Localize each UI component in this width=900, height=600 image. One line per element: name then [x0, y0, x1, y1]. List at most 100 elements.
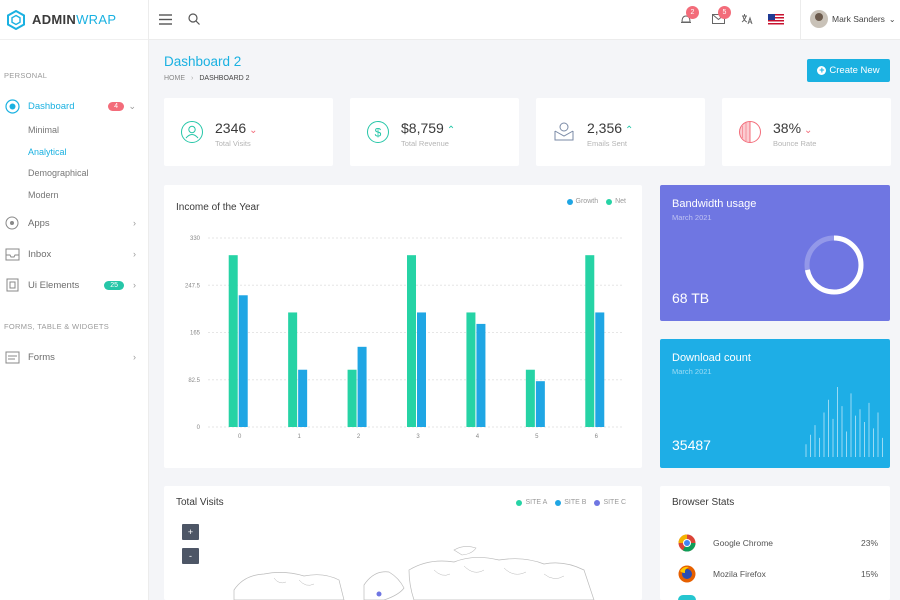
mail-count: 5	[718, 6, 731, 19]
bandwidth-value: 68 TB	[672, 290, 710, 306]
world-map[interactable]	[214, 530, 634, 600]
total-visits-card: Total Visits SITE A SITE B SITE C + -	[164, 486, 642, 600]
chevron-right-icon: ›	[133, 352, 136, 362]
bar-growth-3[interactable]	[407, 255, 416, 427]
income-chart-title: Income of the Year	[176, 202, 260, 213]
browser-row-chrome: Google Chrome 23%	[678, 533, 878, 553]
ui-elements-icon	[4, 277, 20, 293]
stat-card-emails: 2,356 ⌃ Emails Sent	[536, 98, 705, 166]
bar-growth-6[interactable]	[585, 255, 595, 427]
total-visits-title: Total Visits	[176, 497, 224, 508]
legend-item-site-a[interactable]: SITE A	[516, 499, 547, 506]
chevron-right-icon: ›	[133, 249, 136, 259]
topbar-divider	[800, 0, 801, 40]
email-icon	[554, 122, 574, 141]
zoom-in-button[interactable]: +	[182, 524, 199, 540]
sidebar-item-label: Ui Elements	[28, 279, 80, 291]
sidebar-subitem-analytical[interactable]: Analytical	[28, 147, 67, 157]
legend-item-growth[interactable]: Growth	[566, 198, 598, 205]
dollar-icon: $	[367, 121, 389, 143]
bar-growth-4[interactable]	[466, 312, 476, 427]
breadcrumb-chevron-icon: ›	[191, 75, 194, 82]
bar-net-0[interactable]	[238, 295, 248, 427]
browser-percent: 15%	[860, 569, 878, 579]
user-icon	[181, 121, 203, 143]
stat-label: Total Visits	[215, 139, 251, 148]
sidebar-item-apps[interactable]: Apps ›	[4, 214, 144, 232]
download-sparkline	[805, 387, 883, 457]
topbar: 2 5 Mark Sanders ⌄	[149, 0, 900, 40]
y-tick-label: 82.5	[188, 378, 200, 384]
stat-value: $8,759 ⌃	[401, 120, 456, 136]
translate-icon[interactable]	[739, 11, 755, 27]
stat-card-bounce: 38% ⌄ Bounce Rate	[722, 98, 891, 166]
sidebar-item-inbox[interactable]: Inbox ›	[4, 245, 144, 263]
inbox-icon	[4, 246, 20, 262]
bar-growth-2[interactable]	[347, 369, 357, 427]
x-tick-label: 0	[238, 434, 242, 440]
sidebar-item-dashboard[interactable]: Dashboard 4 ⌄	[4, 97, 144, 115]
sidebar-item-label: Dashboard	[28, 100, 75, 112]
x-tick-label: 1	[297, 434, 301, 440]
bar-net-4[interactable]	[476, 323, 486, 427]
browser-name: Google Chrome	[713, 538, 774, 548]
create-new-button[interactable]: + Create New	[807, 59, 890, 82]
brand-logo[interactable]: ADMINWRAP	[0, 0, 148, 40]
chevron-down-icon: ⌄	[888, 14, 896, 24]
sidebar-subitem-demographical[interactable]: Demographical	[28, 168, 89, 178]
us-flag-icon[interactable]	[768, 11, 784, 27]
user-menu[interactable]: Mark Sanders ⌄	[810, 10, 896, 28]
bar-net-2[interactable]	[357, 346, 367, 427]
browser-row-firefox: Mozila Firefox 15%	[678, 564, 878, 584]
income-chart-card: Income of the Year Growth Net 0 82.5 165 24…	[164, 185, 642, 468]
legend-item-site-b[interactable]: SITE B	[555, 499, 586, 506]
bandwidth-card: Bandwidth usage March 2021 68 TB	[660, 185, 890, 321]
bar-growth-5[interactable]	[525, 369, 535, 427]
x-tick-label: 3	[416, 434, 420, 440]
y-tick-label: 330	[190, 236, 201, 242]
sidebar-item-forms[interactable]: Forms ›	[4, 348, 144, 366]
y-tick-label: 0	[197, 425, 201, 431]
browser-name: Mozila Firefox	[713, 569, 766, 579]
sidebar-item-label: Inbox	[28, 248, 52, 260]
brand-name: ADMINWRAP	[32, 12, 117, 27]
legend-item-net[interactable]: Net	[606, 198, 626, 205]
notification-bell-icon[interactable]: 2	[678, 6, 699, 27]
plus-circle-icon: +	[817, 65, 827, 75]
apps-icon	[4, 215, 20, 231]
breadcrumb-home[interactable]: HOME	[164, 75, 185, 82]
stat-card-visits: 2346 ⌄ Total Visits	[164, 98, 333, 166]
bar-growth-1[interactable]	[288, 312, 298, 427]
forms-icon	[4, 349, 20, 365]
breadcrumb-current: DASHBOARD 2	[199, 75, 250, 82]
sidebar-item-label: Apps	[28, 217, 50, 229]
trend-down-icon: ⌄	[249, 125, 258, 136]
sidebar-subitem-minimal[interactable]: Minimal	[28, 125, 60, 135]
bar-net-6[interactable]	[595, 312, 605, 427]
bandwidth-subtitle: March 2021	[672, 213, 712, 222]
bar-net-1[interactable]	[298, 369, 308, 427]
firefox-icon	[678, 565, 696, 583]
mail-icon[interactable]: 5	[710, 6, 731, 27]
bar-net-3[interactable]	[417, 312, 426, 427]
browser-percent: 23%	[860, 538, 878, 548]
zoom-out-button[interactable]: -	[182, 548, 199, 564]
browser-stats-card: Browser Stats Google Chrome 23% Mozila F…	[660, 486, 890, 600]
stat-value: 38% ⌄	[773, 120, 813, 136]
sidebar-item-ui-elements[interactable]: Ui Elements 25 ›	[4, 276, 144, 294]
page-title: Dashboard 2	[164, 54, 242, 69]
sidebar: ADMINWRAP PERSONAL Dashboard 4 ⌄ Minimal…	[0, 0, 149, 600]
notification-count: 2	[686, 6, 699, 19]
breadcrumb: HOME › DASHBOARD 2	[164, 75, 250, 82]
svg-text:$: $	[375, 126, 382, 140]
stat-label: Emails Sent	[587, 139, 628, 148]
stat-value: 2346 ⌄	[215, 120, 258, 136]
menu-toggle-icon[interactable]	[157, 11, 173, 27]
download-card: Download count March 2021 35487	[660, 339, 890, 468]
chevron-right-icon: ›	[133, 218, 136, 228]
bar-growth-0[interactable]	[228, 255, 238, 427]
sidebar-subitem-modern[interactable]: Modern	[28, 190, 59, 200]
search-icon[interactable]	[186, 11, 202, 27]
legend-item-site-c[interactable]: SITE C	[594, 499, 626, 506]
bar-net-5[interactable]	[535, 381, 545, 427]
